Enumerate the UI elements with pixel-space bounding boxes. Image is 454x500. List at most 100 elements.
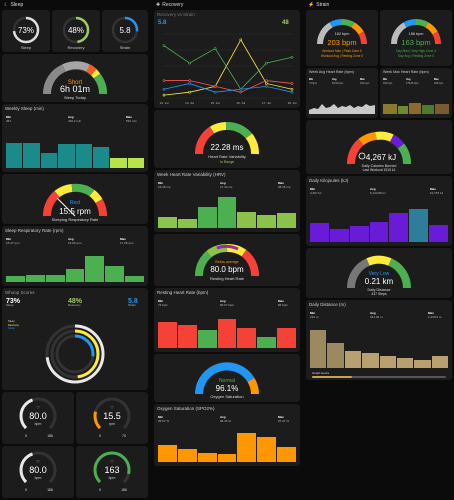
sleep-resp-avg: Avg 15.69 rpm [68,237,82,245]
week-hrv-min: Min 16.48 ms [158,181,170,189]
week-hrv-max-label: Max [278,181,284,185]
heart-zone-gauge-card[interactable]: 186 bpm 163 bpm Day Max | Very High Zone 4… [380,10,452,66]
rhr-max: Max 86 bpm [278,299,288,307]
rhr-chart-card[interactable]: Resting Heart Rate (bpm) Min 73 bpm Avg 80… [154,288,300,352]
sleep-score-card[interactable]: 73% Sleep [2,10,50,52]
series-point [162,44,166,47]
spo2-max-value: 97.21 % [278,418,290,423]
hrv-sub: In Range [220,160,234,164]
mini-gauge-card[interactable]: ♡ 163 bpm 0 186 [76,446,148,498]
kj-avg-value: 6,134.89 kJ [370,190,386,195]
week-avg-hr-sparkline [309,104,375,114]
spo2-gauge-card[interactable]: Normal 96.1% Oxygen Saturation [154,354,300,402]
week-avg-hr-min-value: 73 bpm [309,81,317,85]
zone-line1: Day Max | Very High Zone 4 [396,49,436,53]
dist-avg-value: 341.46 m [370,314,383,319]
mini-gauge-card[interactable]: ♡ 80.0 bpm 0 186 [2,392,74,444]
x-tick-label: 18. Jul [288,101,297,105]
legend-recovery: Recovery [8,323,19,327]
distance-bars [310,328,448,368]
bar [329,229,349,242]
strain-score-card[interactable]: 5.8 Strain [102,10,148,52]
bar [257,337,277,348]
bar [344,351,362,368]
bar [177,219,197,228]
week-hrv-card[interactable]: Week Heart Rate Variability (HRV) Min 16.… [154,170,300,232]
recovery-score-value: 48% [68,26,84,35]
bar [257,436,277,462]
recovery-lines-chart: 13. Jul 14. Jul 15. Jul 16. Jul 17. Jul 18. J… [160,33,297,105]
rhr-avg: Avg 80.67 bpm [220,299,235,307]
sleep-gauge-value: 6h 01m [60,84,90,94]
whoop-scores-card[interactable]: Whoop Scores 73% Sleep 48% Recovery 5.8 Str… [2,288,148,390]
dist-max-label: Max [428,311,434,315]
recovery-strain-chart-card[interactable]: Recovery vs Strain 5.8 48 13. Jul 14. Jul… [154,10,300,108]
series-line [164,80,293,93]
zone-top-value: 162 bpm [335,32,350,36]
respiratory-gauge-card[interactable]: Rest 15.5 rpm Sleeping Respiratory Rate [2,174,148,224]
whoop-rings-chart [45,324,105,384]
whoop-legend: Sleep Recovery Strain [8,320,19,331]
sleep-resp-avg-label: Avg [68,237,74,241]
graph-hours-slider[interactable] [312,376,446,378]
distance-word: Very Low [369,271,390,277]
hrv-gauge-card[interactable]: 22.28 ms Heart Rate Variability In Range [154,110,300,168]
kilojoules-card[interactable]: Daily Kilojoules (kJ) Min 4,267 kJ Avg 6,1… [306,176,452,246]
kj-avg: Avg 6,134.89 kJ [370,187,386,195]
graph-hours-slider-fill [312,376,353,378]
spo2-min: Min 95.57 % [158,415,169,423]
resp-gauge-value: 15.5 rpm [59,207,91,216]
mini-gauge-card[interactable]: ♡ 80.0 bpm 0 186 [2,446,74,498]
series-point [188,61,191,65]
weekly-sleep-bars [6,138,144,168]
week-avg-hr-min: Min 73 bpm [309,78,317,85]
distance-label: Daily Distance [368,288,391,292]
bar [75,144,92,168]
weekly-sleep-title: Weekly Sleep (min) [5,106,44,111]
kj-max-label: Max [430,187,436,191]
weekly-sleep-min-value: 361 [6,118,12,123]
strain-score-ring: 5.8 Strain [111,16,139,50]
rhr-gauge-card[interactable]: Below average 80.0 bpm Resting Heart Rat… [154,234,300,286]
recovery-chart-left: 5.8 [158,20,166,25]
weekly-sleep-min: Min 361 [6,115,12,123]
mini-gauge-min: 0 [25,434,27,438]
spo2-chart-card[interactable]: Oxygen Saturation (SPO2%) Min 95.57 % Avg… [154,404,300,466]
distance-chart-card[interactable]: Daily Distance (m) Min 210 m Avg 341.46 m … [306,300,452,380]
distance-gauge-card[interactable]: Very Low 0.21 km Daily Distance 437 Step… [306,248,452,298]
whoop-recovery: 48% Recovery [68,298,82,307]
weekly-sleep-card[interactable]: Weekly Sleep (min) Min 361 Avg 440.2 min M… [2,104,148,172]
kilojoules-title: Daily Kilojoules (kJ) [309,178,349,183]
calories-label: Daily Calories Burned [362,164,397,168]
calories-gauge: 4,267 kJ Daily Calories Burned Last Work… [347,131,411,172]
mini-gauge-value: 80.0 [29,465,47,475]
sleep-resp-card[interactable]: Sleep Respiratory Rate (rpm) Min 15.47 rp… [2,226,148,286]
series-point [290,55,294,59]
distance-value: 0.21 km [365,277,394,286]
mini-gauge-card[interactable]: ♡ 15.5 rpm 0 70 [76,392,148,444]
bar [349,226,369,242]
week-max-hr-min-value: 162 bpm [383,81,393,85]
zone-line2: Workout Avg | Resting Zone 0 [321,54,363,58]
rhr-avg-value: 80.67 bpm [220,302,235,307]
week-avg-hr-card[interactable]: Week Avg Heart Rate (bpm) Min 73 bpm Avg 8… [306,68,378,118]
week-hrv-max: Max 38.36 ms [278,181,290,189]
kj-min: Min 4,267 kJ [310,187,321,195]
kilojoules-bars [310,206,449,242]
recovery-score-card[interactable]: 48% Recovery [52,10,100,52]
week-hrv-min-label: Min [158,181,164,185]
week-max-hr-avg-label: Avg [406,78,411,81]
mini-gauge-unit: bpm [35,476,42,480]
week-max-hr-card[interactable]: Week Max Heart Rate (bpm) Min 162 bpm Avg… [380,68,452,118]
spo2-label: Oxygen Saturation [210,394,243,399]
x-tick-label: 13. Jul [160,101,169,105]
bar [110,158,127,168]
mini-gauge-value: 15.5 [103,411,121,421]
graph-hours-label: Graph Hours [312,371,330,375]
sleep-resp-avg-value: 15.69 rpm [68,240,82,245]
legend-sleep: Sleep [8,320,15,323]
calories-card[interactable]: 4,267 kJ Daily Calories Burned Last Work… [306,120,452,174]
sleep-today-card[interactable]: Short 6h 01m Sleep Today [2,54,148,102]
bar [105,266,125,282]
